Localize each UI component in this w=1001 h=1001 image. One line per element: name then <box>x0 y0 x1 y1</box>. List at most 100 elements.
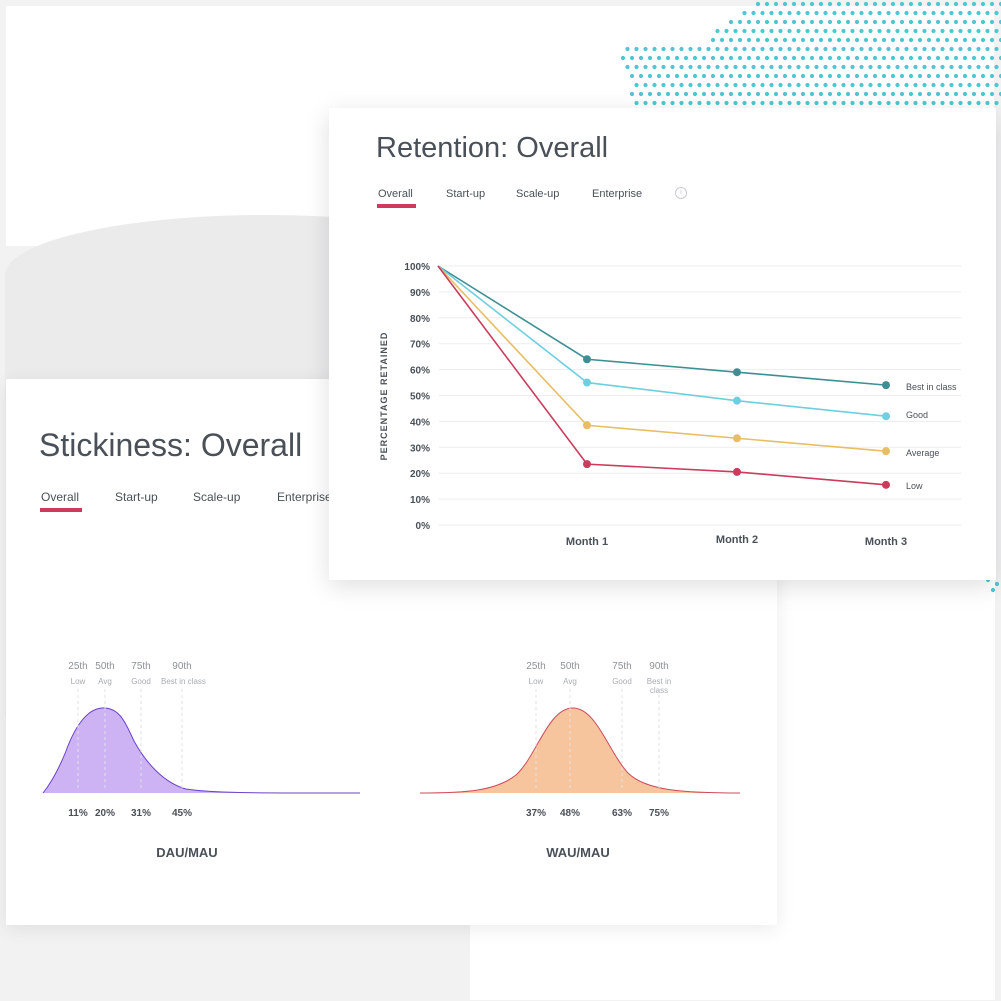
dot <box>823 10 828 16</box>
dot <box>868 64 873 70</box>
dot <box>990 587 996 593</box>
dot <box>922 64 927 70</box>
dot <box>643 82 648 88</box>
percentile-value: 48% <box>560 808 580 819</box>
stickiness-tab-enterprise[interactable]: Enterprise <box>277 490 332 504</box>
dot <box>935 1 941 7</box>
dot <box>661 82 666 88</box>
dot <box>701 91 707 97</box>
dot <box>890 73 896 79</box>
dot <box>953 1 959 7</box>
dot <box>679 100 684 106</box>
stickiness-tab-overall[interactable]: Overall <box>41 490 80 504</box>
dot <box>697 46 702 52</box>
dot <box>715 64 720 70</box>
dot <box>697 100 702 106</box>
dot <box>755 55 761 61</box>
dot <box>980 73 986 79</box>
dot <box>688 46 693 52</box>
dot <box>841 10 846 16</box>
data-point <box>733 396 741 405</box>
dot <box>895 46 900 52</box>
dot <box>683 73 689 79</box>
dot <box>989 37 995 43</box>
dot <box>634 82 639 88</box>
dot <box>755 1 761 7</box>
dot <box>859 64 864 70</box>
dot <box>818 37 824 43</box>
retention-tab-overall[interactable]: Overall <box>378 188 413 200</box>
dot <box>854 55 860 61</box>
dot <box>863 19 869 25</box>
dot <box>845 1 851 7</box>
dot <box>854 37 860 43</box>
dot <box>769 10 774 16</box>
dot <box>994 581 1000 587</box>
dot <box>782 1 788 7</box>
dot <box>863 55 869 61</box>
y-tick-label: 20% <box>410 469 430 480</box>
dot <box>647 55 653 61</box>
dot <box>629 55 635 61</box>
dot <box>710 91 716 97</box>
dot <box>787 82 792 88</box>
info-icon[interactable]: i <box>675 187 687 199</box>
dot <box>994 100 999 106</box>
dot <box>638 55 644 61</box>
dot <box>697 64 702 70</box>
dot <box>809 19 815 25</box>
dot <box>796 28 801 34</box>
percentile-label: 75th <box>131 661 150 672</box>
dot <box>634 64 639 70</box>
dot <box>998 19 1001 25</box>
dot <box>971 19 977 25</box>
dot <box>845 55 851 61</box>
retention-card: Retention: Overall Overall Start-up Scal… <box>329 108 996 580</box>
dot <box>737 91 743 97</box>
dot <box>692 91 698 97</box>
dot <box>814 10 819 16</box>
dot <box>746 55 752 61</box>
dot <box>620 55 626 61</box>
dot <box>773 73 779 79</box>
percentile-label: 75th <box>612 661 631 672</box>
retention-tab-enterprise[interactable]: Enterprise <box>592 188 643 200</box>
dot <box>958 10 963 16</box>
dot <box>733 46 738 52</box>
dot <box>782 91 788 97</box>
dot <box>805 46 810 52</box>
dau-distribution-curve <box>42 707 361 794</box>
dot <box>782 73 788 79</box>
dot <box>922 100 927 106</box>
dot <box>935 55 941 61</box>
dot <box>985 46 990 52</box>
dot <box>805 64 810 70</box>
stickiness-tab-startup[interactable]: Start-up <box>115 490 158 504</box>
dot <box>881 19 887 25</box>
dot <box>809 73 815 79</box>
dot <box>985 82 990 88</box>
dot <box>998 73 1001 79</box>
dot <box>778 28 783 34</box>
retention-tab-scaleup[interactable]: Scale-up <box>516 188 560 200</box>
dot <box>755 19 761 25</box>
dot <box>841 46 846 52</box>
dot <box>773 1 779 7</box>
dot <box>656 55 662 61</box>
dot <box>697 82 702 88</box>
y-tick-label: 50% <box>410 392 430 403</box>
dot <box>958 100 963 106</box>
dot <box>769 100 774 106</box>
dot <box>935 19 941 25</box>
dot <box>931 100 936 106</box>
dot <box>791 37 797 43</box>
dot <box>629 91 635 97</box>
dot <box>832 46 837 52</box>
dot <box>818 1 824 7</box>
retention-tab-startup[interactable]: Start-up <box>446 188 486 200</box>
dot <box>706 46 711 52</box>
dot <box>652 46 657 52</box>
dot <box>998 91 1001 97</box>
dot <box>850 82 855 88</box>
stickiness-tab-scaleup[interactable]: Scale-up <box>193 490 241 504</box>
